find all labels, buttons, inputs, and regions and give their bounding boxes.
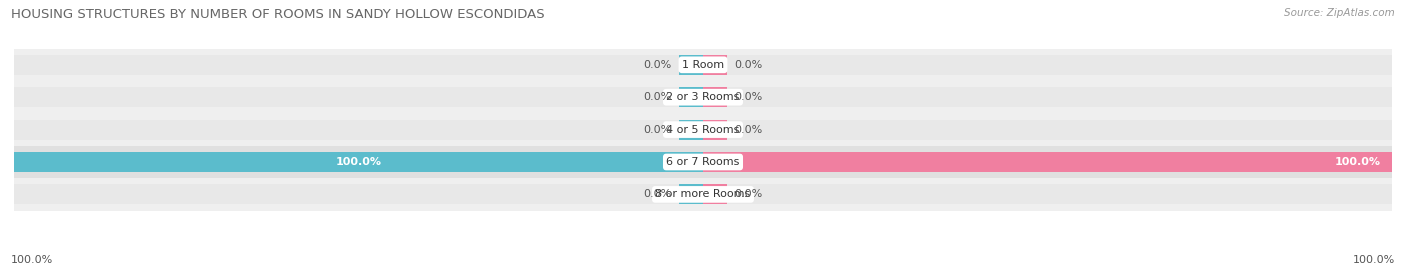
- Bar: [679, 120, 703, 140]
- Bar: [703, 184, 727, 204]
- Text: 0.0%: 0.0%: [644, 92, 672, 102]
- Bar: [703, 87, 727, 107]
- Text: 6 or 7 Rooms: 6 or 7 Rooms: [666, 157, 740, 167]
- Text: 100.0%: 100.0%: [336, 157, 381, 167]
- Bar: [14, 146, 1392, 178]
- Bar: [14, 55, 703, 75]
- Bar: [14, 120, 703, 140]
- Bar: [14, 184, 703, 204]
- Text: 0.0%: 0.0%: [734, 124, 762, 135]
- Bar: [14, 87, 703, 107]
- Text: Source: ZipAtlas.com: Source: ZipAtlas.com: [1284, 8, 1395, 18]
- Bar: [679, 184, 703, 204]
- Bar: [14, 113, 1392, 146]
- Bar: [703, 120, 727, 140]
- Bar: [14, 178, 1392, 211]
- Text: 0.0%: 0.0%: [734, 92, 762, 102]
- Bar: [14, 81, 1392, 113]
- Text: 100.0%: 100.0%: [1334, 157, 1381, 167]
- Text: 0.0%: 0.0%: [644, 189, 672, 200]
- Bar: [679, 87, 703, 107]
- Text: 0.0%: 0.0%: [644, 124, 672, 135]
- Bar: [703, 55, 727, 75]
- Text: 0.0%: 0.0%: [734, 60, 762, 70]
- Bar: [14, 152, 703, 172]
- Text: 4 or 5 Rooms: 4 or 5 Rooms: [666, 124, 740, 135]
- Text: 1 Room: 1 Room: [682, 60, 724, 70]
- Bar: [703, 152, 1392, 172]
- Bar: [703, 87, 1392, 107]
- Bar: [14, 49, 1392, 81]
- Bar: [703, 152, 1392, 172]
- Text: 2 or 3 Rooms: 2 or 3 Rooms: [666, 92, 740, 102]
- Text: 100.0%: 100.0%: [1353, 255, 1395, 265]
- Bar: [703, 120, 1392, 140]
- Bar: [679, 55, 703, 75]
- Text: 0.0%: 0.0%: [644, 60, 672, 70]
- Text: 8 or more Rooms: 8 or more Rooms: [655, 189, 751, 200]
- Bar: [14, 152, 703, 172]
- Bar: [703, 55, 1392, 75]
- Bar: [703, 184, 1392, 204]
- Text: HOUSING STRUCTURES BY NUMBER OF ROOMS IN SANDY HOLLOW ESCONDIDAS: HOUSING STRUCTURES BY NUMBER OF ROOMS IN…: [11, 8, 546, 21]
- Text: 0.0%: 0.0%: [734, 189, 762, 200]
- Text: 100.0%: 100.0%: [11, 255, 53, 265]
